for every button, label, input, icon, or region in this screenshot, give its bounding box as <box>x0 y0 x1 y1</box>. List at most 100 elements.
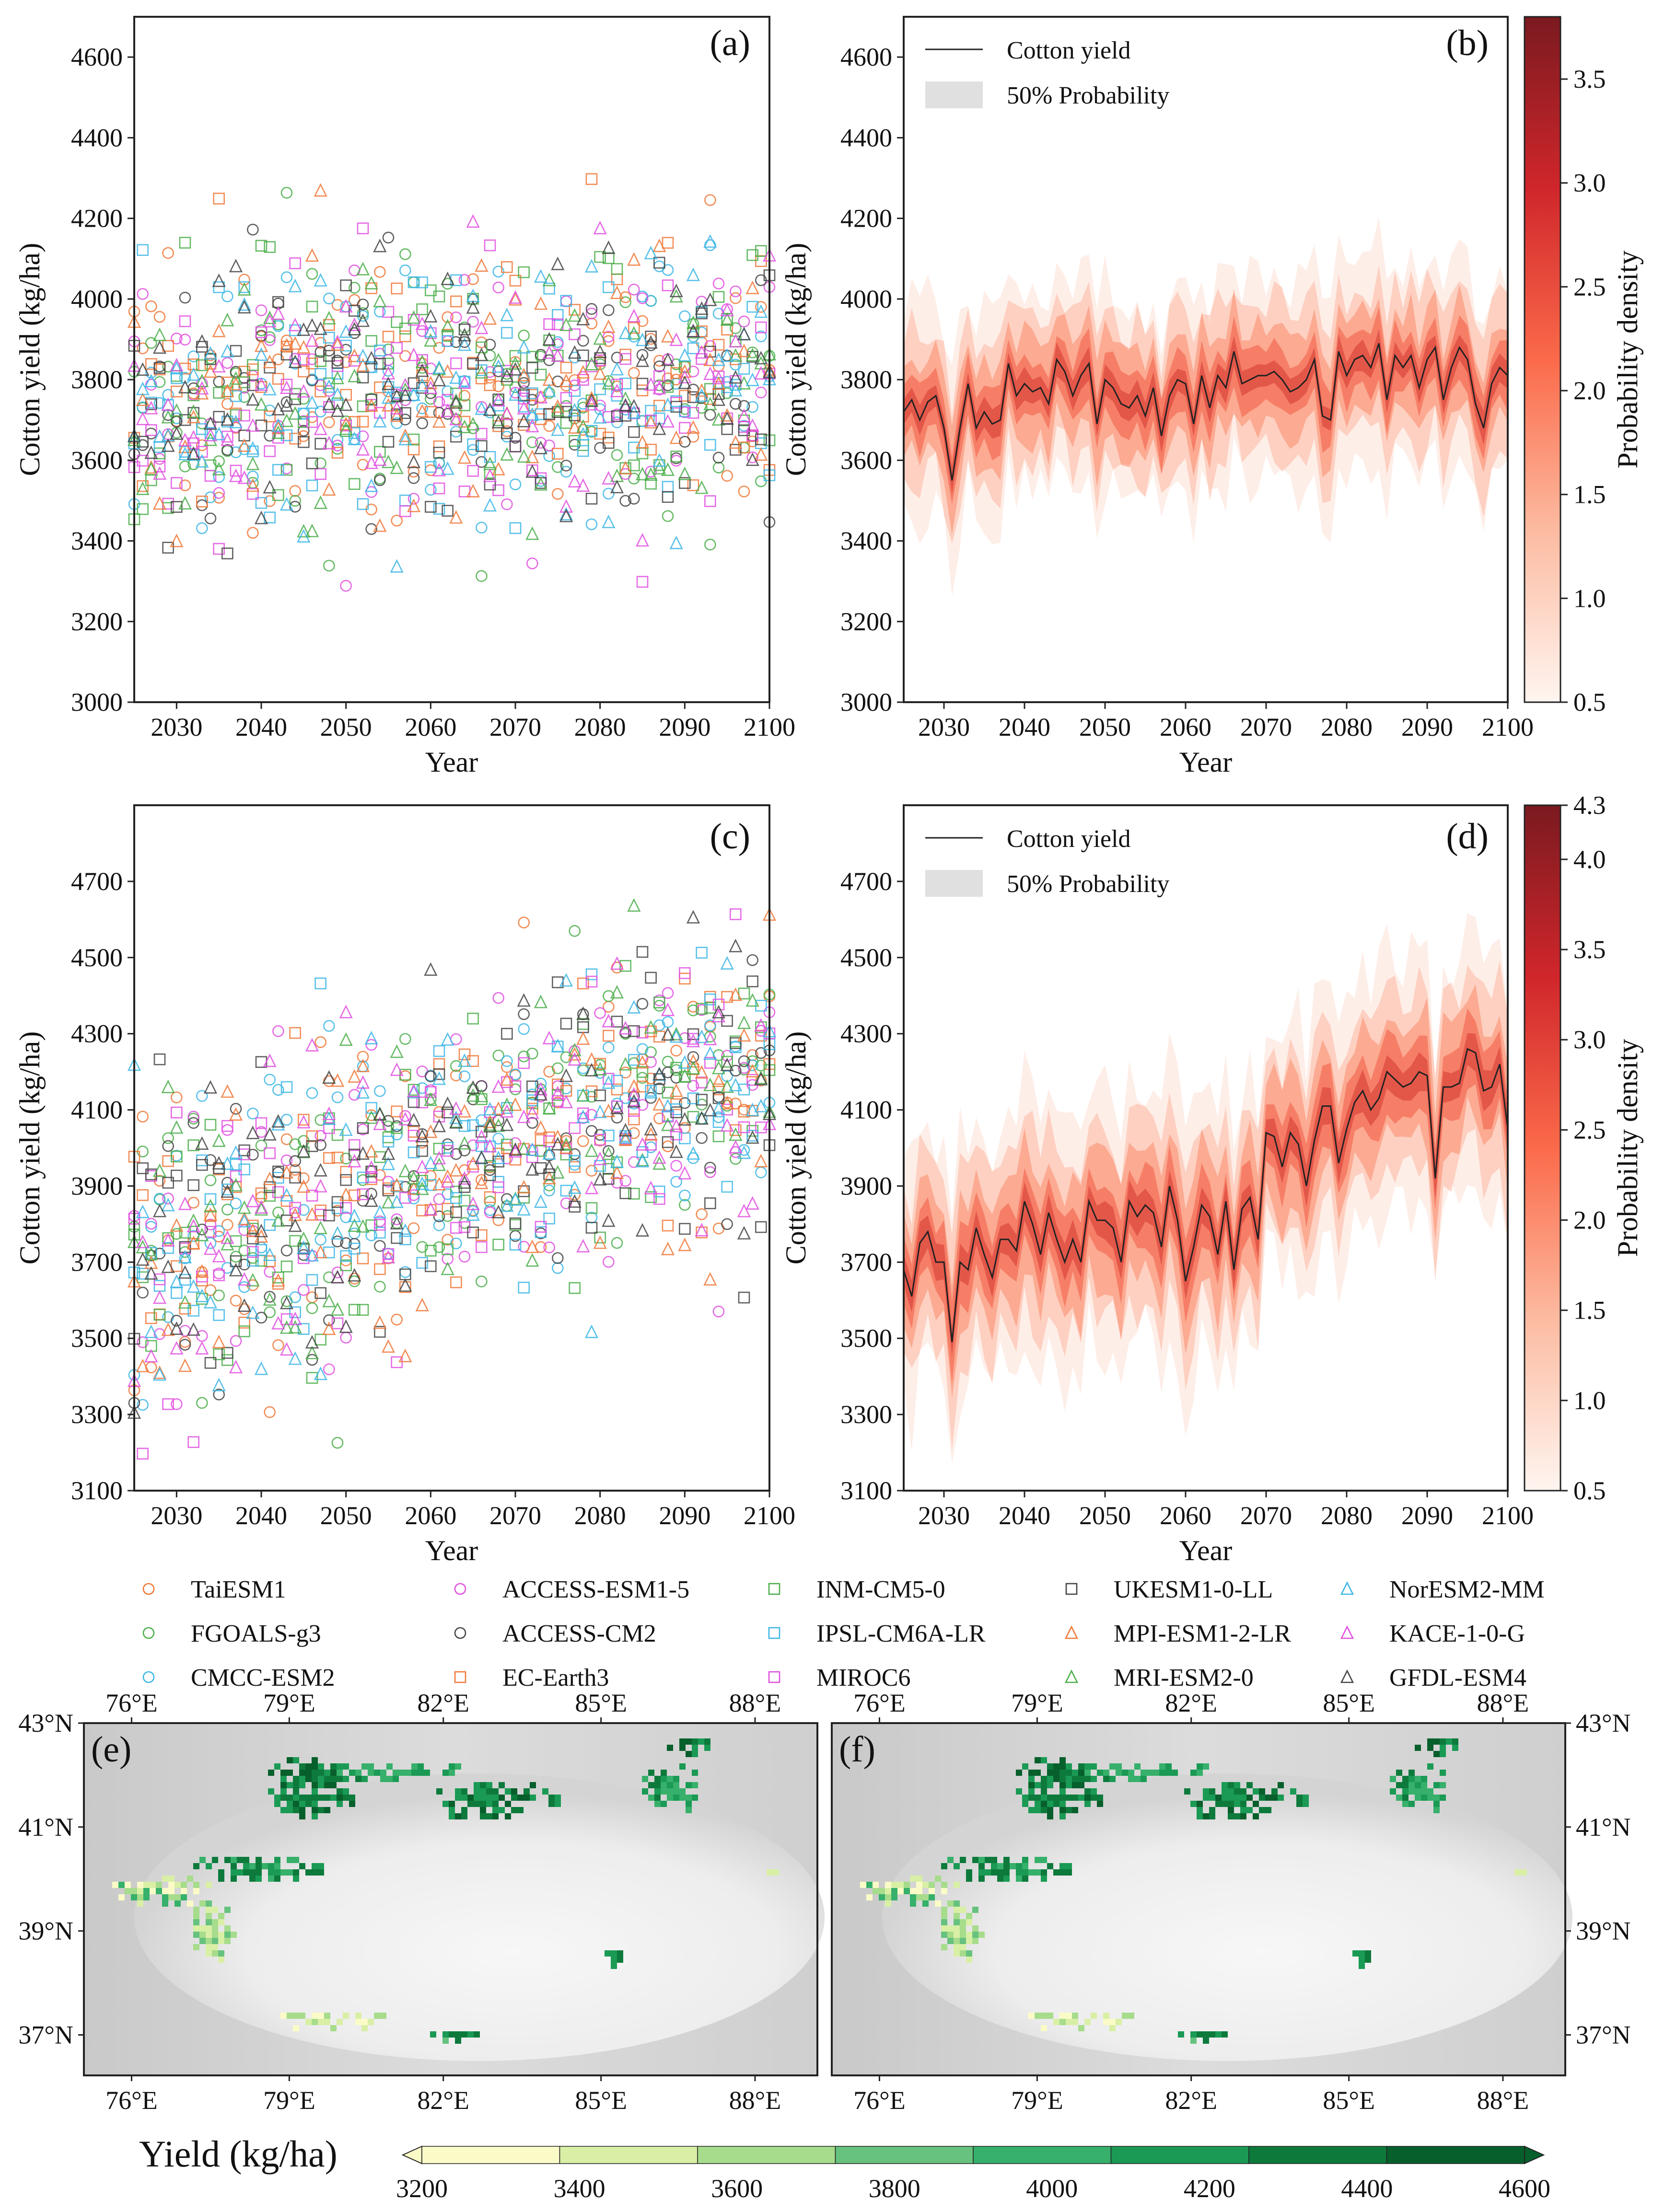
data-point <box>457 1175 472 1189</box>
data-point <box>390 408 404 422</box>
yield-pixel <box>1103 1770 1109 1776</box>
data-point <box>593 1235 607 1249</box>
data-point <box>374 266 386 278</box>
data-point <box>305 318 319 332</box>
data-point <box>323 1020 335 1032</box>
colorbar-tick-label: 4.0 <box>1573 845 1606 874</box>
data-point <box>508 1142 523 1156</box>
yield-pixel <box>1109 2019 1116 2025</box>
y-tick-label: 4100 <box>71 1096 123 1124</box>
yield-pixel <box>1103 2013 1109 2019</box>
data-point <box>348 369 361 382</box>
data-point <box>577 445 589 457</box>
x-tick-label: 2050 <box>1079 713 1131 741</box>
data-point <box>196 499 208 511</box>
data-point <box>628 367 640 379</box>
data-point <box>645 443 657 456</box>
yield-pixel <box>1084 1776 1091 1782</box>
legend-marker <box>454 1627 466 1639</box>
data-point <box>314 1245 327 1259</box>
yield-pixel <box>1116 1770 1122 1776</box>
data-point <box>348 431 361 445</box>
data-point <box>483 1117 497 1131</box>
yield-pixel <box>461 1788 467 1795</box>
data-point <box>416 1065 428 1077</box>
yield-pixel <box>935 1900 941 1907</box>
yield-pixel <box>237 1857 243 1863</box>
data-point <box>509 431 522 444</box>
yield-pixel <box>206 1907 212 1913</box>
data-point <box>298 1204 310 1216</box>
yield-pixel <box>985 1869 991 1876</box>
data-point <box>661 1002 675 1016</box>
data-point <box>543 1184 555 1197</box>
data-point <box>730 444 742 456</box>
legend-model-name: TaiESM1 <box>191 1576 286 1603</box>
data-point <box>669 332 683 346</box>
data-point <box>720 312 734 326</box>
data-point <box>425 284 437 297</box>
panel-d-ylabel: Cotton yield (kg/ha) <box>780 1031 812 1265</box>
data-point <box>212 1334 226 1348</box>
data-point <box>161 1079 175 1093</box>
yield-pixel <box>1228 1807 1234 1813</box>
data-point <box>415 1181 429 1195</box>
data-point <box>476 364 488 376</box>
data-point <box>382 306 395 318</box>
data-point <box>179 414 191 426</box>
data-point <box>636 315 649 327</box>
yield-pixel <box>168 1882 175 1888</box>
data-point <box>340 1250 352 1262</box>
data-point <box>569 328 581 340</box>
data-point <box>652 421 666 435</box>
yield-pixel <box>1041 1869 1047 1876</box>
colorbar-d <box>1524 804 1561 1492</box>
data-point <box>729 1140 743 1154</box>
yield-pixel <box>966 1869 972 1876</box>
data-point <box>737 1204 751 1217</box>
data-point <box>695 301 709 315</box>
data-point <box>687 1111 699 1123</box>
yield-pixel <box>916 1888 922 1894</box>
data-point <box>457 327 472 342</box>
data-point <box>204 1226 217 1238</box>
data-point <box>457 337 472 351</box>
data-point <box>170 426 184 440</box>
yield-pixel <box>224 1938 231 1944</box>
data-point <box>144 460 158 474</box>
yield-pixel <box>374 2013 380 2019</box>
data-point <box>229 371 243 385</box>
data-point <box>720 1057 734 1071</box>
data-point <box>398 1112 412 1126</box>
yield-pixel <box>499 1807 505 1813</box>
yield-pixel <box>337 1801 343 1807</box>
data-point <box>399 1233 411 1245</box>
data-point <box>745 1130 759 1144</box>
data-point <box>467 273 479 285</box>
yield-pixel <box>318 1782 324 1788</box>
yield-pixel <box>654 1795 661 1801</box>
yield-pixel <box>941 1944 947 1950</box>
data-point <box>424 1202 438 1216</box>
data-point <box>196 1159 208 1171</box>
yield-pixel <box>1059 1813 1066 1819</box>
yield-pixel <box>206 1900 212 1907</box>
yield-pixel <box>287 2013 293 2019</box>
data-point <box>145 1168 157 1181</box>
data-point <box>492 1181 504 1193</box>
yield-pixel <box>411 1763 418 1770</box>
yield-pixel <box>492 1813 499 1819</box>
yield-pixel <box>193 1863 199 1869</box>
data-point <box>221 1237 234 1251</box>
data-point <box>662 279 674 291</box>
yield-pixel <box>1066 1770 1072 1776</box>
data-point <box>314 1036 326 1048</box>
data-point <box>552 309 564 321</box>
yield-pixel <box>1253 1788 1259 1795</box>
data-point <box>670 358 682 371</box>
data-point <box>254 1361 268 1375</box>
yield-pixel <box>954 1938 960 1944</box>
yield-pixel <box>1003 1869 1010 1876</box>
yield-pixel <box>972 1938 978 1944</box>
data-point <box>237 1200 251 1214</box>
